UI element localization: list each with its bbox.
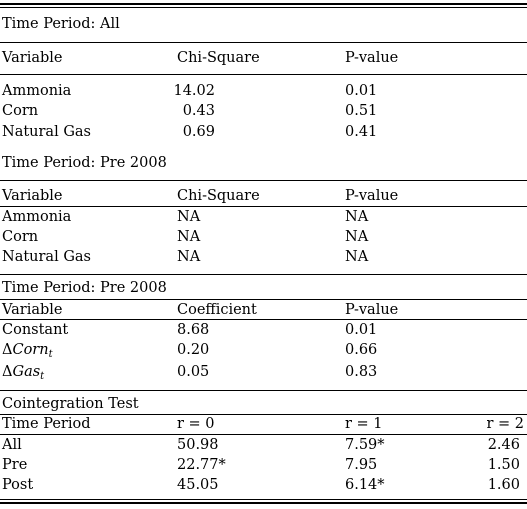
row-label: Post — [2, 477, 34, 493]
cell-value: 0.05 — [177, 364, 210, 380]
row-label: Constant — [2, 322, 69, 338]
delta-symbol: Δ — [2, 342, 13, 358]
column-header: Time Period — [2, 416, 91, 432]
row-label: Natural Gas — [2, 124, 91, 140]
column-header: Variable — [2, 50, 63, 66]
column-header: r = 0 — [177, 416, 215, 432]
rule — [0, 390, 527, 391]
column-header: Chi-Square — [177, 188, 260, 204]
variable-subscript: t — [48, 349, 53, 360]
row-label: Ammonia — [2, 209, 72, 225]
bottom-double-rule-2 — [0, 502, 527, 504]
cell-value: 14.02 — [173, 83, 215, 99]
column-header: Variable — [2, 188, 63, 204]
rule — [0, 434, 527, 435]
cell-value: 1.50 — [487, 457, 520, 473]
rule — [0, 74, 527, 75]
cell-value: NA — [345, 209, 369, 225]
cell-value: 0.01 — [345, 322, 378, 338]
cell-value: NA — [177, 209, 201, 225]
rule — [0, 414, 527, 415]
column-header: P-value — [345, 188, 399, 204]
column-header: r = 1 — [345, 416, 383, 432]
rule — [0, 42, 527, 43]
bottom-double-rule-1 — [0, 499, 527, 500]
row-label: Natural Gas — [2, 249, 91, 265]
variable-subscript: t — [40, 371, 45, 382]
cell-value: 50.98 — [177, 437, 219, 453]
column-header: P-value — [345, 302, 399, 318]
cell-value: 45.05 — [177, 477, 219, 493]
column-header: r = 2 — [486, 416, 524, 432]
top-double-rule-2 — [0, 7, 527, 8]
cell-value: 8.68 — [177, 322, 210, 338]
row-label: Corn — [2, 229, 39, 245]
cell-value: 0.83 — [345, 364, 378, 380]
cell-value: 0.01 — [345, 83, 378, 99]
rule — [0, 274, 527, 275]
cell-value: 0.69 — [182, 124, 215, 140]
cell-value: NA — [177, 229, 201, 245]
column-header: P-value — [345, 50, 399, 66]
row-label: ΔCornt — [2, 342, 53, 360]
delta-symbol: Δ — [2, 364, 13, 380]
rule — [0, 319, 527, 320]
cell-value: 0.66 — [345, 342, 378, 358]
rule — [0, 206, 527, 207]
section-title: Time Period: Pre 2008 — [2, 155, 167, 171]
cell-value: 7.59* — [345, 437, 385, 453]
cell-value: 0.51 — [345, 103, 378, 119]
cell-value: 22.77* — [177, 457, 226, 473]
variable-name: Corn — [12, 342, 49, 358]
rule — [0, 299, 527, 300]
column-header: Chi-Square — [177, 50, 260, 66]
section-title: Time Period: Pre 2008 — [2, 280, 167, 296]
cell-value: NA — [345, 229, 369, 245]
cell-value: NA — [177, 249, 201, 265]
top-double-rule-1 — [0, 3, 527, 5]
variable-name: Gas — [12, 364, 41, 380]
cell-value: 1.60 — [487, 477, 520, 493]
row-label: All — [2, 437, 22, 453]
cell-value: 0.20 — [177, 342, 210, 358]
cell-value: 0.43 — [182, 103, 215, 119]
row-label: Ammonia — [2, 83, 72, 99]
column-header: Coefficient — [177, 302, 257, 318]
column-header: Variable — [2, 302, 63, 318]
section-title: Time Period: All — [2, 16, 120, 32]
cell-value: 7.95 — [345, 457, 378, 473]
row-label: Corn — [2, 103, 39, 119]
row-label: Pre — [2, 457, 28, 473]
cell-value: 6.14* — [345, 477, 385, 493]
cell-value: 2.46 — [487, 437, 520, 453]
cell-value: NA — [345, 249, 369, 265]
row-label: ΔGast — [2, 364, 45, 382]
cell-value: 0.41 — [345, 124, 378, 140]
section-title: Cointegration Test — [2, 396, 139, 412]
rule — [0, 180, 527, 181]
